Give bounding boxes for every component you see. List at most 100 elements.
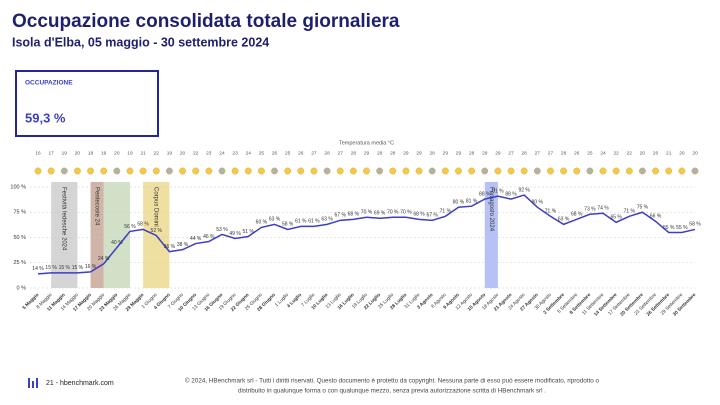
temperature: 17 [48, 150, 54, 156]
weather-icon [74, 167, 81, 175]
weather-icon [284, 167, 292, 175]
data-label: 52 % [151, 228, 163, 234]
weather-icon [652, 167, 659, 175]
data-label: 80 % [532, 200, 544, 206]
data-label: 68 % [348, 212, 360, 218]
data-label: 81 % [466, 199, 478, 205]
temperature: 29 [403, 150, 409, 156]
temperature: 19 [62, 150, 68, 156]
data-label: 15 % [59, 265, 71, 271]
weather-icon [349, 167, 357, 175]
data-label: 66 % [650, 214, 662, 220]
data-label: 88 % [479, 191, 491, 197]
weather-icon [244, 167, 252, 175]
temperature: 22 [627, 150, 633, 156]
data-label: 91 % [492, 188, 504, 194]
y-tick-label: 75 % [13, 210, 26, 216]
temperature: 27 [548, 150, 554, 156]
data-label: 67 % [426, 213, 438, 219]
weather-icon [481, 167, 489, 175]
kpi-value: 59,3 % [25, 110, 66, 125]
temperature: 26 [561, 150, 567, 156]
weather-icon [573, 167, 581, 175]
weather-icon [507, 167, 515, 175]
data-label: 68 % [413, 212, 425, 218]
weather-icon [297, 167, 305, 175]
data-label: 88 % [505, 191, 517, 197]
data-label: 73 % [584, 207, 596, 213]
temperature: 22 [154, 150, 160, 156]
weather-icon [520, 167, 528, 175]
temperature: 21 [140, 150, 146, 156]
temperature: 24 [219, 150, 225, 156]
weather-icon [100, 167, 108, 175]
temperature: 27 [508, 150, 514, 156]
weather-icon [231, 167, 239, 175]
temperature: 25 [285, 150, 291, 156]
copyright: distribuito in qualunque forma o con qua… [238, 388, 546, 395]
weather-icon [612, 167, 620, 175]
weather-icon [60, 167, 68, 175]
y-tick-label: 50 % [13, 235, 26, 241]
weather-icon [139, 167, 147, 175]
temperature: 27 [535, 150, 541, 156]
x-tick-label: 17 Settembre [607, 292, 632, 317]
temperature: 28 [469, 150, 475, 156]
weather-icon [257, 167, 265, 175]
data-label: 69 % [374, 211, 386, 217]
temperature: 28 [522, 150, 528, 156]
temperature: 29 [495, 150, 501, 156]
copyright: © 2024, HBenchmark srl - Tutti i diritti… [185, 377, 600, 385]
weather-icon [336, 167, 344, 175]
weather-icon [560, 167, 567, 175]
weather-icon [87, 167, 94, 175]
temperature: 23 [232, 150, 238, 156]
y-tick-label: 100 % [10, 184, 26, 190]
event-band [51, 182, 78, 288]
temperature-title: Temperatura media °C [339, 140, 394, 146]
data-label: 38 % [177, 242, 189, 248]
temperature: 29 [456, 150, 462, 156]
temperature: 22 [613, 150, 619, 156]
temperature: 20 [75, 150, 81, 156]
event-label: Pentecoste 24 [94, 187, 100, 226]
data-label: 61 % [308, 219, 320, 225]
data-label: 46 % [203, 234, 215, 240]
weather-icon [415, 167, 423, 175]
temperature: 20 [114, 150, 120, 156]
event-label: Corpus Domini [153, 187, 159, 227]
weather-icon [205, 167, 213, 175]
weather-icon [363, 167, 370, 175]
weather-icon [402, 167, 410, 175]
line [37, 194, 696, 275]
weather-icon [678, 167, 686, 175]
temperature: 26 [574, 150, 580, 156]
weather-icon [441, 167, 449, 175]
data-label: 53 % [216, 227, 228, 233]
footer-logo [28, 378, 38, 388]
temperature: 25 [259, 150, 265, 156]
data-label: 71 % [624, 209, 636, 215]
temperature: 28 [324, 150, 330, 156]
temperature: 20 [180, 150, 186, 156]
weather-icon [192, 167, 200, 175]
x-tick-label: 23 Settembre [633, 292, 658, 317]
weather-icon [599, 167, 607, 175]
data-label: 63 % [269, 217, 281, 223]
weather-icon [310, 167, 318, 175]
data-label: 67 % [335, 213, 347, 219]
temperature: 18 [88, 150, 94, 156]
temperature: 26 [272, 150, 278, 156]
temperature: 20 [653, 150, 659, 156]
x-tick-label: 29 Settembre [660, 292, 685, 317]
temperature: 29 [443, 150, 449, 156]
temperature: 16 [35, 150, 41, 156]
weather-icon [665, 167, 673, 175]
temperature: 29 [482, 150, 488, 156]
subtitle: Isola d'Elba, 05 maggio - 30 settembre 2… [12, 35, 269, 49]
data-label: 70 % [400, 210, 412, 216]
data-label: 55 % [663, 225, 675, 231]
data-label: 71 % [440, 209, 452, 215]
weather-icon [494, 167, 502, 175]
weather-icon [455, 167, 462, 175]
